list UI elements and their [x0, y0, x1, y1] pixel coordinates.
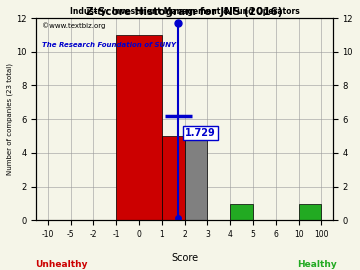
Text: Industry: Investment Management & Fund Operators: Industry: Investment Management & Fund O…	[70, 7, 300, 16]
Text: Unhealthy: Unhealthy	[35, 260, 87, 269]
Text: ©www.textbiz.org: ©www.textbiz.org	[42, 22, 106, 29]
Bar	[185, 136, 207, 220]
Text: The Research Foundation of SUNY: The Research Foundation of SUNY	[42, 42, 176, 48]
Title: Z-Score Histogram for JNS (2016): Z-Score Histogram for JNS (2016)	[86, 7, 283, 17]
Bar	[116, 35, 162, 220]
Bar	[162, 136, 185, 220]
Text: 1.729: 1.729	[185, 128, 216, 138]
Y-axis label: Number of companies (23 total): Number of companies (23 total)	[7, 63, 13, 175]
X-axis label: Score: Score	[171, 253, 198, 263]
Text: Healthy: Healthy	[297, 260, 337, 269]
Bar	[230, 204, 253, 220]
Bar	[299, 204, 321, 220]
